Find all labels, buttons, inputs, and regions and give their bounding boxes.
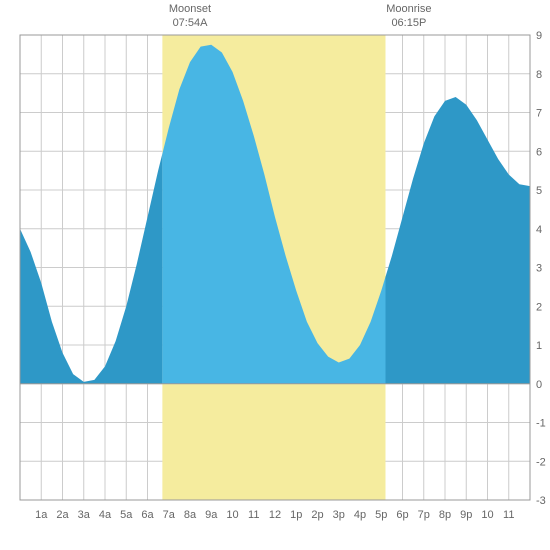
moonset-annotation: Moonset07:54A	[150, 2, 230, 31]
x-tick-label: 12	[269, 509, 281, 521]
y-tick-label: -2	[536, 456, 546, 468]
x-tick-label: 3a	[78, 509, 91, 521]
x-tick-label: 6a	[141, 509, 154, 521]
x-tick-label: 10	[226, 509, 238, 521]
x-tick-label: 11	[248, 509, 259, 521]
x-tick-label: 9a	[205, 509, 218, 521]
x-tick-label: 10	[481, 509, 493, 521]
y-tick-label: 8	[536, 69, 542, 81]
x-tick-label: 7a	[163, 509, 176, 521]
y-tick-label: 1	[536, 340, 542, 352]
x-tick-label: 2a	[56, 509, 69, 521]
moonrise-annotation: Moonrise06:15P	[369, 2, 449, 31]
annotation-title: Moonrise	[369, 2, 449, 16]
y-tick-label: 9	[536, 30, 542, 42]
x-tick-label: 1a	[35, 509, 48, 521]
y-tick-label: 2	[536, 301, 542, 313]
y-tick-label: 4	[536, 224, 542, 236]
x-tick-label: 5p	[375, 509, 387, 521]
x-tick-label: 5a	[120, 509, 133, 521]
annotation-title: Moonset	[150, 2, 230, 16]
x-tick-label: 8a	[184, 509, 197, 521]
y-tick-label: 3	[536, 263, 542, 275]
x-tick-label: 11	[503, 509, 514, 521]
y-tick-label: 0	[536, 379, 542, 391]
annotation-time: 07:54A	[150, 16, 230, 30]
x-tick-label: 1p	[290, 509, 302, 521]
y-tick-label: 6	[536, 146, 542, 158]
x-tick-label: 8p	[439, 509, 451, 521]
x-tick-label: 2p	[311, 509, 323, 521]
x-tick-label: 4a	[99, 509, 112, 521]
x-tick-label: 6p	[396, 509, 408, 521]
y-tick-label: 7	[536, 108, 542, 120]
y-tick-label: -3	[536, 495, 546, 507]
tide-chart: -3-2-101234567891a2a3a4a5a6a7a8a9a101112…	[0, 0, 550, 550]
chart-svg: -3-2-101234567891a2a3a4a5a6a7a8a9a101112…	[0, 0, 550, 550]
x-tick-label: 9p	[460, 509, 472, 521]
x-tick-label: 4p	[354, 509, 366, 521]
x-tick-label: 7p	[418, 509, 430, 521]
x-tick-label: 3p	[333, 509, 345, 521]
y-tick-label: -1	[536, 418, 546, 430]
y-tick-label: 5	[536, 185, 542, 197]
annotation-time: 06:15P	[369, 16, 449, 30]
